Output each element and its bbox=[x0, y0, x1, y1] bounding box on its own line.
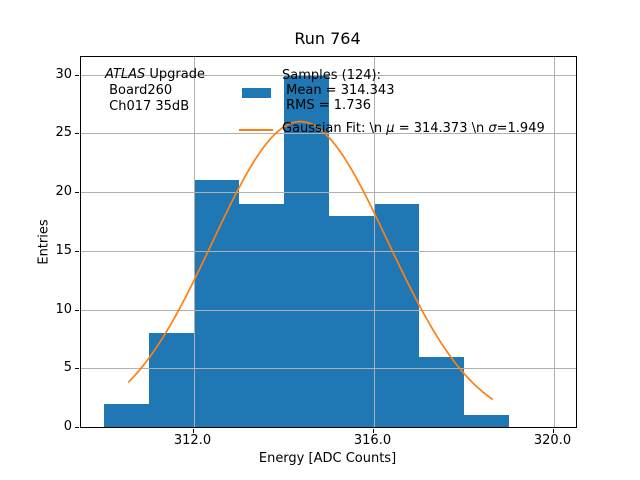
gridline-vertical bbox=[553, 57, 555, 427]
legend-gaussian-label: Gaussian Fit: \n μ = 314.373 \n σ=1.949 bbox=[282, 121, 545, 136]
plot-area: ATLAS Upgrade Board260 Ch017 35dB Sample… bbox=[80, 56, 577, 428]
y-tick-mark bbox=[75, 368, 79, 370]
y-tick-mark bbox=[75, 250, 79, 252]
y-tick-mark bbox=[75, 74, 79, 76]
histogram-bar bbox=[373, 203, 419, 427]
histogram-bar bbox=[193, 180, 239, 427]
gridline-horizontal bbox=[81, 192, 576, 194]
mu-symbol: μ bbox=[386, 121, 395, 136]
gridline-horizontal bbox=[81, 309, 576, 311]
gridline-horizontal bbox=[81, 368, 576, 370]
legend-gauss-suffix: =1.949 bbox=[496, 121, 545, 136]
chart-title: Run 764 bbox=[294, 29, 361, 48]
annotation-atlas: ATLAS bbox=[105, 67, 146, 82]
legend-mean-line: Mean = 314.343 bbox=[282, 83, 395, 98]
histogram-bar bbox=[238, 203, 284, 427]
gridline-horizontal bbox=[81, 74, 576, 76]
y-tick-label: 25 bbox=[55, 125, 72, 141]
legend-samples-line1: Samples (124): bbox=[282, 68, 381, 83]
x-tick-mark bbox=[192, 429, 194, 433]
y-tick-label: 30 bbox=[55, 66, 72, 82]
gridline-vertical bbox=[193, 57, 195, 427]
gaussian-fit-curve bbox=[127, 120, 494, 401]
y-tick-label: 20 bbox=[55, 184, 72, 200]
annotation-board: Board260 bbox=[105, 83, 173, 98]
x-tick-label: 312.0 bbox=[173, 433, 212, 448]
sigma-symbol: σ bbox=[488, 121, 497, 136]
annotation-block: ATLAS Upgrade Board260 Ch017 35dB bbox=[105, 67, 205, 115]
legend-samples-label: Samples (124): Mean = 314.343 RMS = 1.73… bbox=[282, 68, 394, 113]
histogram-bar bbox=[103, 403, 149, 427]
legend-histogram-swatch bbox=[242, 88, 271, 98]
gridline-vertical bbox=[373, 57, 375, 427]
y-tick-mark bbox=[75, 427, 79, 428]
gridline-horizontal bbox=[81, 133, 576, 135]
y-tick-mark bbox=[75, 192, 79, 194]
annotation-upgrade: Upgrade bbox=[145, 67, 205, 82]
y-tick-label: 10 bbox=[55, 301, 72, 317]
legend-rms-line: RMS = 1.736 bbox=[282, 98, 372, 113]
y-tick-label: 15 bbox=[55, 242, 72, 258]
gridline-horizontal bbox=[81, 250, 576, 252]
y-tick-label: 5 bbox=[63, 360, 72, 376]
x-tick-mark bbox=[372, 429, 374, 433]
x-tick-label: 316.0 bbox=[353, 433, 392, 448]
legend-gauss-mid: = 314.373 \n bbox=[394, 121, 489, 136]
y-tick-label: 0 bbox=[63, 419, 72, 434]
legend-gaussian-swatch bbox=[239, 129, 273, 131]
x-axis-label: Energy [ADC Counts] bbox=[258, 451, 397, 466]
y-tick-mark bbox=[75, 133, 79, 135]
x-tick-label: 320.0 bbox=[533, 433, 572, 448]
gaussian-curve-path bbox=[127, 120, 494, 401]
y-tick-mark bbox=[75, 309, 79, 311]
histogram-bar bbox=[418, 356, 464, 427]
annotation-channel: Ch017 35dB bbox=[105, 99, 190, 114]
x-tick-mark bbox=[552, 429, 554, 433]
legend-gauss-prefix: Gaussian Fit: \n bbox=[282, 121, 387, 136]
histogram-bar bbox=[463, 415, 509, 427]
